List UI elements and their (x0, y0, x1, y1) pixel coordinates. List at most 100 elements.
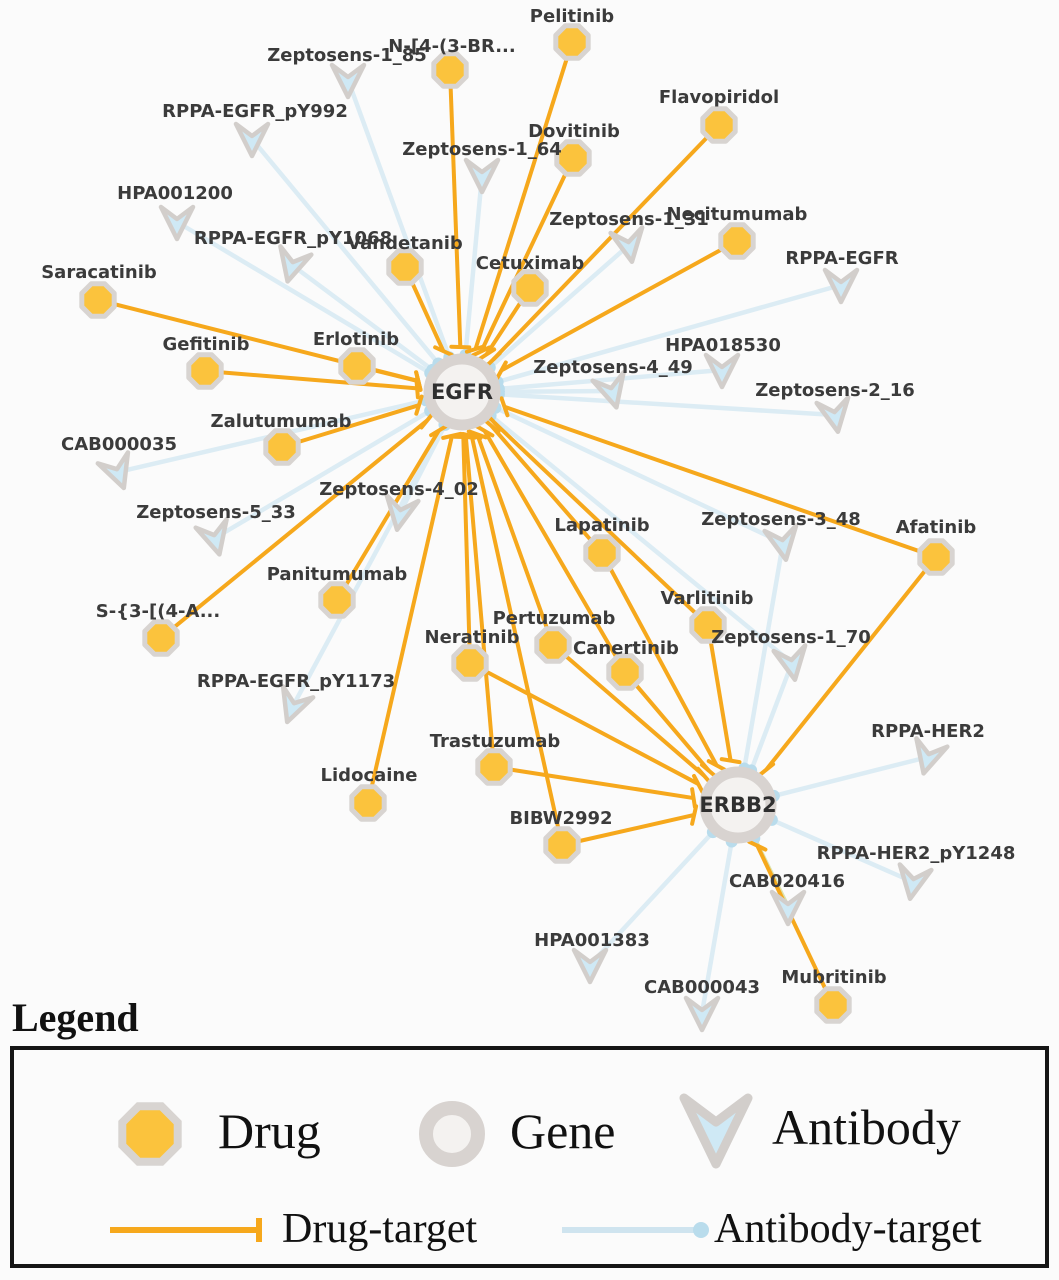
antibody-target-edge-icon (562, 1222, 709, 1238)
antibody-node-cab000043[interactable] (683, 995, 721, 1033)
edge-erbb2-rppa-her2-py1248 (768, 816, 914, 885)
edge-flavopiridol-egfr-tee (484, 351, 502, 368)
node-label-neratinib: Neratinib (425, 627, 520, 648)
edge-egfr-zeptosens-5-33 (213, 407, 434, 540)
edge-varlitinib-erbb2-tee (719, 757, 742, 765)
drug-node-gefitinib[interactable] (186, 352, 224, 390)
antibody-node-zeptosens-3-48[interactable] (762, 523, 802, 562)
drug-node-n-4-3-br[interactable] (431, 51, 469, 89)
drug-node-vandetanib[interactable] (386, 248, 424, 286)
drug-node-pertuzumab[interactable] (534, 626, 572, 664)
node-label-rppa-egfr-py992: RPPA-EGFR_pY992 (162, 101, 348, 122)
antibody-node-hpa001200[interactable] (158, 204, 196, 242)
drug-target-edge-icon (110, 1218, 262, 1242)
edge-zalutumumab-egfr (281, 403, 420, 449)
drug-node-s-3-4-a[interactable] (142, 619, 180, 657)
antibody-node-hpa001383[interactable] (571, 947, 609, 985)
antibody-node-rppa-egfr-py1173[interactable] (272, 684, 316, 727)
node-label-cab020416: CAB020416 (729, 871, 845, 892)
node-label-hpa001200: HPA001200 (117, 183, 233, 204)
antibody-node-zeptosens-5-33[interactable] (193, 517, 235, 558)
antibody-node-rppa-her2[interactable] (908, 736, 950, 777)
antibody-node-zeptosens-1-70[interactable] (771, 643, 811, 682)
antibody-node-zeptosens-1-31[interactable] (608, 225, 648, 264)
edge-zalutumumab-egfr-tee (414, 394, 424, 416)
drug-node-afatinib[interactable] (917, 538, 955, 576)
drug-node-trastuzumab[interactable] (475, 748, 513, 786)
node-label-rppa-her2-py1248: RPPA-HER2_pY1248 (817, 843, 1016, 864)
drug-node-lapatinib[interactable] (583, 534, 621, 572)
drug-node-neratinib[interactable] (451, 644, 489, 682)
node-label-rppa-her2: RPPA-HER2 (871, 721, 985, 742)
antibody-node-zeptosens-2-16[interactable] (814, 395, 854, 434)
node-label-hpa001383: HPA001383 (534, 930, 650, 951)
antibody-node-zeptosens-1-64[interactable] (463, 157, 501, 195)
node-label-zeptosens-1-64: Zeptosens-1_64 (402, 139, 562, 160)
node-label-mubritinib: Mubritinib (781, 967, 886, 988)
node-label-zeptosens-1-31: Zeptosens-1_31 (549, 209, 709, 230)
node-label-panitumumab: Panitumumab (267, 564, 408, 585)
edge-neratinib-egfr (461, 436, 472, 664)
node-label-flavopiridol: Flavopiridol (659, 87, 779, 108)
edge-erbb2-cab000043 (699, 838, 735, 1014)
drug-node-varlitinib[interactable] (689, 606, 727, 644)
antibody-node-rppa-egfr-py992[interactable] (233, 121, 271, 159)
edge-n-4-3-br-egfr-tee (449, 344, 472, 350)
legend-gene-label: Gene (510, 1103, 616, 1159)
edge-mubritinib-erbb2 (755, 844, 835, 1006)
drug-node-panitumumab[interactable] (318, 581, 356, 619)
antibody-node-rppa-egfr[interactable] (822, 267, 860, 305)
edge-bibw2992-erbb2-tee (690, 804, 699, 826)
node-label-cab000035: CAB000035 (61, 434, 177, 455)
node-label-rppa-egfr-py1173: RPPA-EGFR_pY1173 (197, 671, 395, 692)
drug-node-flavopiridol[interactable] (700, 106, 738, 144)
drug-node-necitumumab[interactable] (718, 222, 756, 260)
antibody-node-hpa018530[interactable] (703, 352, 741, 390)
drug-node-mubritinib[interactable] (814, 986, 852, 1024)
edge-egfr-rppa-egfr-py1068 (290, 263, 437, 374)
node-label-vandetanib: Vandetanib (347, 233, 463, 254)
gene-node-egfr[interactable] (423, 353, 501, 431)
edge-gefitinib-egfr (204, 369, 418, 391)
edge-lapatinib-egfr (490, 424, 604, 555)
edge-egfr-zeptosens-1-64 (462, 174, 485, 359)
antibody-node-zeptosens-1-85[interactable] (329, 62, 367, 100)
legend-antibody-label: Antibody (772, 1099, 961, 1155)
antibody-node-rppa-her2-py1248[interactable] (894, 862, 934, 901)
drug-node-zalutumumab[interactable] (263, 428, 301, 466)
antibody-node-zeptosens-4-02[interactable] (381, 493, 421, 532)
node-label-cab000043: CAB000043 (644, 977, 760, 998)
drug-node-saracatinib[interactable] (79, 281, 117, 319)
edge-vandetanib-egfr-tee (433, 345, 454, 357)
edge-egfr-zeptosens-1-31 (486, 243, 631, 372)
edge-pertuzumab-erbb2 (551, 643, 706, 778)
antibody-node-zeptosens-4-49[interactable] (590, 370, 632, 411)
gene-label-egfr: EGFR (431, 380, 493, 404)
edge-bibw2992-erbb2 (561, 813, 695, 847)
drug-node-lidocaine[interactable] (349, 784, 387, 822)
edge-canertinib-egfr (482, 429, 627, 674)
legend-antibody-target-label: Antibody-target (714, 1206, 982, 1252)
antibody-node-rppa-egfr-py1068[interactable] (272, 244, 314, 285)
drug-node-pelitinib[interactable] (553, 23, 591, 61)
gene-node-erbb2[interactable] (699, 766, 777, 844)
drug-node-cetuximab[interactable] (511, 269, 549, 307)
drug-node-erlotinib[interactable] (338, 347, 376, 385)
drug-node-dovitinib[interactable] (554, 139, 592, 177)
edge-afatinib-erbb2 (764, 555, 938, 772)
node-label-necitumumab: Necitumumab (667, 204, 808, 225)
node-label-zeptosens-5-33: Zeptosens-5_33 (136, 502, 296, 523)
drug-node-canertinib[interactable] (606, 653, 644, 691)
drug-node-bibw2992[interactable] (543, 826, 581, 864)
edge-panitumumab-egfr-tee (429, 423, 449, 438)
node-label-lapatinib: Lapatinib (554, 515, 649, 536)
edge-erbb2-hpa001383 (588, 828, 717, 967)
node-label-zalutumumab: Zalutumumab (211, 411, 352, 432)
node-label-erlotinib: Erlotinib (313, 329, 399, 350)
node-label-trastuzumab: Trastuzumab (430, 731, 561, 752)
antibody-node-cab000035[interactable] (95, 450, 139, 493)
antibody-node-cab020416[interactable] (769, 889, 807, 927)
legend-title: Legend (12, 995, 139, 1040)
node-label-rppa-egfr: RPPA-EGFR (785, 248, 898, 269)
node-label-zeptosens-4-02: Zeptosens-4_02 (319, 479, 479, 500)
